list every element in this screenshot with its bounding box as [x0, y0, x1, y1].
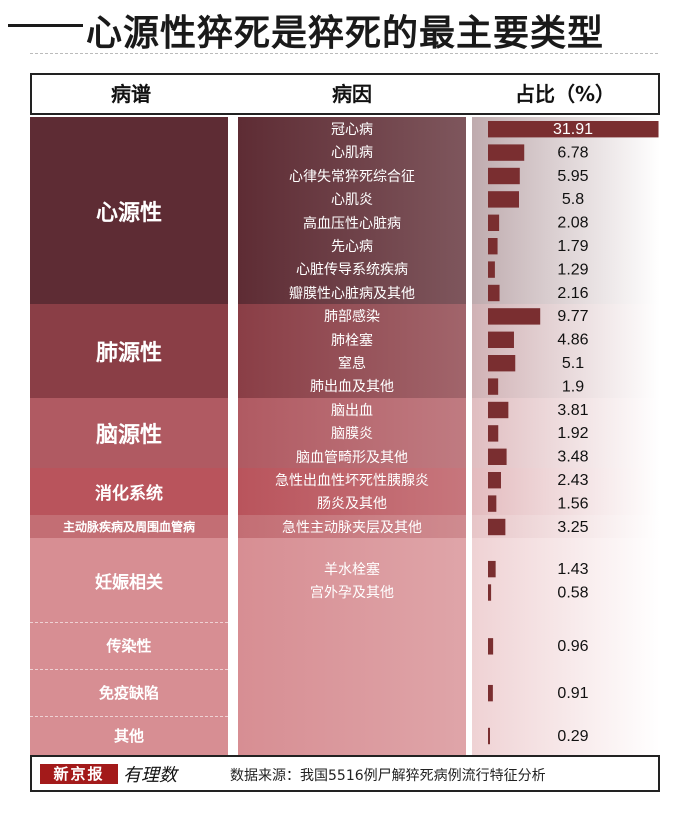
value-band-5	[472, 538, 660, 623]
value-band-0	[472, 117, 660, 305]
brand-logo: 新京报	[40, 764, 118, 784]
cause-label: 心肌病	[331, 145, 373, 162]
header-cause: 病因	[332, 82, 372, 106]
cause-label: 脑膜炎	[331, 426, 373, 443]
cause-label: 羊水栓塞	[324, 561, 380, 578]
value-band-3	[472, 468, 660, 515]
cause-band-1	[238, 304, 466, 398]
cause-label: 宫外孕及其他	[310, 585, 394, 602]
category-0: 心源性	[30, 117, 228, 305]
cause-label: 肺出血及其他	[310, 379, 394, 396]
category-1: 肺源性	[30, 304, 228, 398]
category-3: 消化系统	[30, 468, 228, 515]
cause-label: 心脏传导系统疾病	[296, 262, 408, 279]
value-band-1	[472, 304, 660, 398]
value-band-7	[472, 669, 660, 717]
group-separator	[30, 716, 228, 718]
cause-band-7	[238, 669, 466, 717]
title-divider	[30, 53, 658, 54]
value-band-6	[472, 622, 660, 670]
page-title: 心源性猝死是猝死的最主要类型	[86, 13, 605, 54]
brand-sublogo: 有理数	[123, 765, 177, 786]
category-4: 主动脉疾病及周围血管病	[30, 514, 228, 539]
cause-band-6	[238, 622, 466, 670]
cause-label: 高血压性心脏病	[303, 215, 401, 232]
category-7: 免疫缺陷	[30, 669, 228, 717]
cause-label: 肺部感染	[324, 309, 380, 326]
group-separator	[30, 622, 228, 624]
cause-label: 冠心病	[331, 122, 373, 138]
value-band-8	[472, 716, 660, 755]
category-8: 其他	[30, 716, 228, 755]
value-band-2	[472, 397, 660, 468]
title-rule	[8, 24, 83, 27]
cause-label: 心肌炎	[331, 192, 373, 209]
cause-label: 脑血管畸形及其他	[296, 449, 408, 466]
data-source: 数据来源：我国5516例尸解猝死病例流行特征分析	[230, 768, 546, 784]
footer: 新京报 有理数 数据来源：我国5516例尸解猝死病例流行特征分析	[30, 755, 660, 792]
cause-band-3	[238, 468, 466, 515]
cause-label: 肺栓塞	[331, 332, 373, 349]
cause-label: 肠炎及其他	[317, 496, 387, 513]
cause-label: 先心病	[331, 239, 373, 255]
cause-band-5	[238, 538, 466, 623]
category-5: 妊娠相关	[30, 538, 228, 623]
header-category: 病谱	[111, 82, 151, 106]
table-header: 病谱 病因 占比（%）	[30, 73, 660, 115]
cause-label: 脑出血	[331, 402, 373, 419]
category-6: 传染性	[30, 622, 228, 670]
header-share: 占比（%）	[514, 82, 616, 106]
cause-label: 急性主动脉夹层及其他	[282, 519, 422, 536]
group-separator	[30, 669, 228, 671]
cause-band-8	[238, 716, 466, 755]
cause-label: 心律失常猝死综合征	[289, 168, 415, 185]
value-band-4	[472, 514, 660, 539]
cause-label: 急性出血性坏死性胰腺炎	[275, 473, 429, 489]
category-2: 脑源性	[30, 397, 228, 468]
cause-label: 窒息	[338, 356, 366, 372]
cause-band-2	[238, 397, 466, 468]
cause-band-0	[238, 117, 466, 305]
cause-band-4	[238, 514, 466, 539]
cause-label: 瓣膜性心脏病及其他	[289, 285, 415, 302]
